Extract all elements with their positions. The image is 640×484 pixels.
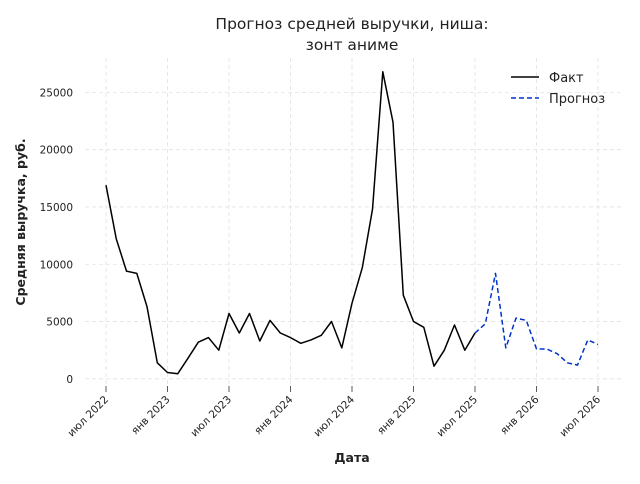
series-layer [105,71,599,375]
y-axis-title: Средняя выручка, руб. [13,138,28,305]
legend-label-fact: Факт [549,71,584,86]
x-tick-label: июл 2024 [312,393,358,439]
x-tick-label: июл 2026 [558,393,604,439]
series-line-fact [105,71,476,375]
y-tick-label: 15000 [40,202,73,214]
x-tick-label: янв 2025 [375,394,418,437]
chart-title-line-2: зонт аниме [306,36,399,54]
x-tick-label: янв 2024 [252,393,296,437]
x-tick-label: июл 2025 [435,394,481,440]
x-tick-label: июл 2023 [189,394,235,440]
chart-title-line-1: Прогноз средней выручки, ниша: [215,15,488,33]
x-tick-label: июл 2022 [66,394,112,440]
y-tick-label: 0 [66,374,73,386]
series-line-forecast [474,272,599,366]
x-tick-label: янв 2026 [498,393,542,437]
x-tick-label: янв 2023 [129,394,172,437]
x-axis-title: Дата [334,450,369,465]
legend: Факт Прогноз [511,71,605,107]
grid-layer [85,58,622,388]
y-tick-label: 20000 [40,145,73,157]
y-tick-label: 5000 [46,317,73,329]
y-tick-label: 10000 [40,259,73,271]
legend-label-forecast: Прогноз [549,92,605,107]
y-tick-label: 25000 [40,87,73,99]
